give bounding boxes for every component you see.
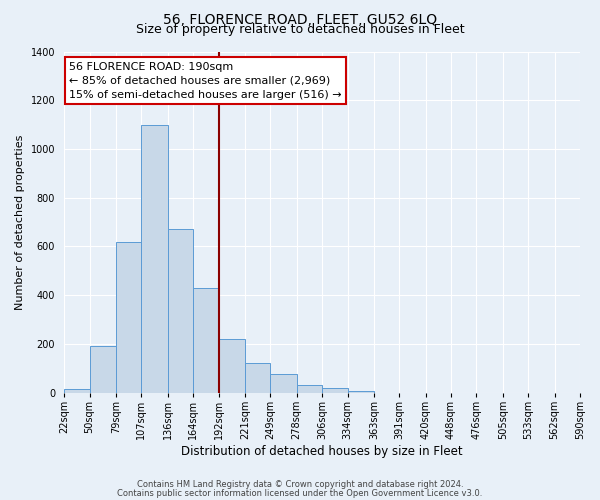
Text: Size of property relative to detached houses in Fleet: Size of property relative to detached ho… bbox=[136, 22, 464, 36]
Bar bbox=[193, 288, 218, 393]
Bar bbox=[296, 386, 322, 392]
Bar bbox=[116, 242, 142, 392]
Text: Contains public sector information licensed under the Open Government Licence v3: Contains public sector information licen… bbox=[118, 488, 482, 498]
Text: 56, FLORENCE ROAD, FLEET, GU52 6LQ: 56, FLORENCE ROAD, FLEET, GU52 6LQ bbox=[163, 12, 437, 26]
Bar bbox=[322, 388, 347, 392]
Bar bbox=[64, 389, 89, 392]
Bar bbox=[218, 339, 245, 392]
Bar bbox=[245, 364, 271, 392]
Bar bbox=[168, 230, 193, 392]
Bar bbox=[142, 124, 168, 392]
Text: 56 FLORENCE ROAD: 190sqm
← 85% of detached houses are smaller (2,969)
15% of sem: 56 FLORENCE ROAD: 190sqm ← 85% of detach… bbox=[70, 62, 342, 100]
X-axis label: Distribution of detached houses by size in Fleet: Distribution of detached houses by size … bbox=[181, 444, 463, 458]
Bar bbox=[89, 346, 116, 393]
Text: Contains HM Land Registry data © Crown copyright and database right 2024.: Contains HM Land Registry data © Crown c… bbox=[137, 480, 463, 489]
Y-axis label: Number of detached properties: Number of detached properties bbox=[15, 134, 25, 310]
Bar bbox=[271, 374, 296, 392]
